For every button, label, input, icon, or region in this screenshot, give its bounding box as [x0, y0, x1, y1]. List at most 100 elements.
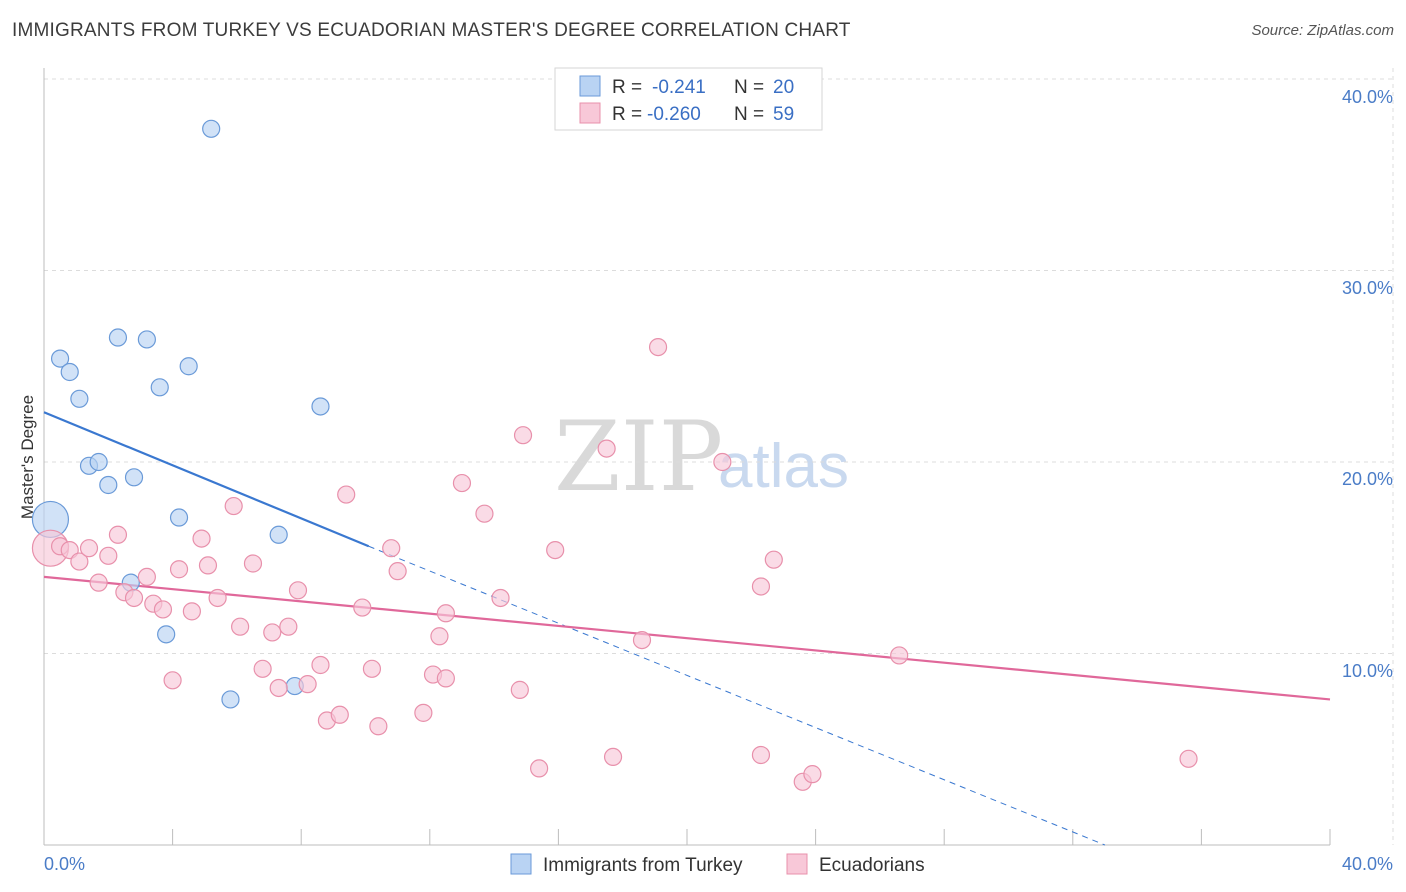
- ecuador-point-31: [337, 485, 356, 504]
- y-tick-label-30: 30.0%: [1342, 278, 1393, 298]
- ecuador-point-19: [224, 496, 243, 516]
- ecuador-point-52: [648, 338, 668, 357]
- y-tick-label-20: 20.0%: [1342, 469, 1393, 489]
- stats-turkey-swatch: [579, 75, 601, 97]
- ecuador-point-10: [137, 567, 156, 587]
- ecuador-point-33: [362, 659, 382, 678]
- turkey-point-7: [108, 328, 128, 347]
- ecuador-point-17: [198, 556, 218, 575]
- legend-turkey-swatch: [510, 853, 532, 875]
- ecuador-point-41: [436, 604, 455, 623]
- turkey-trend-line: [43, 411, 370, 548]
- legend: Immigrants from Turkey Ecuadorians: [510, 853, 925, 876]
- ecuador-point-34: [369, 717, 388, 736]
- ecuador-point-46: [513, 426, 533, 445]
- ecuador-point-5: [89, 573, 108, 592]
- stats-turkey-n-value: 20: [773, 77, 794, 98]
- stats-ecuador-r-label: R =: [612, 104, 642, 125]
- ecuador-point-28: [311, 655, 330, 675]
- turkey-point-13: [202, 119, 221, 138]
- ecuador-point-51: [632, 630, 652, 650]
- ecuador-point-23: [263, 623, 282, 642]
- stats-turkey-r-label: R =: [612, 77, 642, 98]
- chart-title: IMMIGRANTS FROM TURKEY VS ECUADORIAN MAS…: [12, 20, 851, 41]
- ecuador-point-18: [208, 588, 227, 608]
- x-tick-label-max: 40.0%: [1342, 854, 1393, 874]
- ecuador-point-13: [163, 671, 182, 690]
- ecuador-point-9: [124, 588, 144, 608]
- watermark-atlas: atlas: [718, 432, 849, 501]
- stats-ecuador-n-label: N =: [734, 104, 764, 125]
- turkey-point-19: [157, 625, 176, 644]
- ecuador-point-6: [99, 546, 118, 565]
- ecuador-trend-line: [43, 575, 1331, 701]
- ecuador-point-54: [751, 745, 771, 765]
- y-tick-label-10: 10.0%: [1342, 661, 1393, 681]
- stats-ecuador-r-value: -0.260: [647, 104, 701, 125]
- data-points: [31, 119, 1198, 791]
- ecuador-point-55: [751, 577, 771, 596]
- ecuador-point-24: [269, 678, 288, 698]
- ecuador-point-26: [288, 581, 308, 600]
- ecuador-point-43: [475, 504, 494, 523]
- stats-turkey-r-value: -0.241: [652, 77, 706, 98]
- ecuador-point-20: [231, 617, 250, 636]
- legend-ecuador-swatch: [786, 853, 808, 875]
- ecuador-point-58: [803, 765, 822, 784]
- ecuador-point-40: [436, 669, 455, 688]
- ecuador-point-56: [764, 550, 783, 569]
- stats-turkey-n-label: N =: [734, 77, 764, 98]
- ecuador-point-15: [182, 602, 201, 621]
- ecuador-point-39: [430, 627, 449, 646]
- ecuador-point-59: [890, 646, 909, 665]
- turkey-point-1: [50, 349, 70, 368]
- axes: [43, 68, 1331, 846]
- stats-box: R = -0.241 N = 20 R = -0.260 N = 59: [554, 67, 823, 131]
- turkey-point-5: [89, 452, 108, 472]
- ecuador-point-14: [169, 560, 189, 579]
- ecuador-point-44: [491, 588, 510, 608]
- ecuador-point-45: [510, 680, 529, 699]
- ecuador-point-48: [546, 540, 565, 560]
- watermark-zip: ZIP: [554, 401, 723, 513]
- turkey-point-3: [70, 389, 89, 408]
- ecuador-point-42: [452, 473, 472, 493]
- y-tick-label-40: 40.0%: [1342, 87, 1393, 107]
- ecuador-point-60: [1179, 749, 1198, 768]
- ecuador-point-12: [153, 600, 173, 619]
- turkey-point-15: [269, 525, 288, 544]
- stats-ecuador-n-value: 59: [773, 104, 794, 125]
- ecuador-point-30: [330, 705, 349, 724]
- ecuador-point-53: [713, 452, 732, 472]
- turkey-point-6: [99, 475, 118, 495]
- ecuador-point-27: [298, 675, 317, 694]
- ecuador-point-7: [108, 525, 128, 544]
- ecuador-point-21: [243, 554, 263, 573]
- ecuador-point-35: [382, 539, 401, 558]
- turkey-point-9: [137, 330, 156, 349]
- turkey-point-17: [311, 397, 330, 416]
- turkey-point-14: [221, 690, 240, 709]
- ecuador-point-25: [279, 617, 298, 636]
- ecuador-point-49: [597, 439, 616, 458]
- trend-lines: [43, 411, 1331, 846]
- ecuador-point-50: [603, 747, 623, 767]
- ecuador-point-32: [353, 598, 372, 617]
- legend-turkey-label: Immigrants from Turkey: [543, 855, 743, 876]
- ecuador-point-3: [70, 552, 89, 571]
- turkey-point-8: [124, 468, 144, 487]
- ecuador-point-4: [79, 539, 99, 558]
- source-label: Source: ZipAtlas.com: [1251, 22, 1394, 39]
- turkey-point-11: [169, 508, 189, 527]
- ecuador-point-47: [530, 759, 549, 778]
- ecuador-point-37: [414, 703, 433, 722]
- ecuador-point-36: [388, 562, 407, 581]
- turkey-trend-extension: [368, 545, 1106, 846]
- x-tick-label-min: 0.0%: [44, 854, 85, 874]
- legend-ecuador-label: Ecuadorians: [819, 855, 925, 876]
- turkey-point-2: [60, 362, 79, 382]
- turkey-point-10: [150, 378, 169, 397]
- y-axis-label: Master's Degree: [18, 395, 37, 519]
- ecuador-point-22: [253, 659, 272, 678]
